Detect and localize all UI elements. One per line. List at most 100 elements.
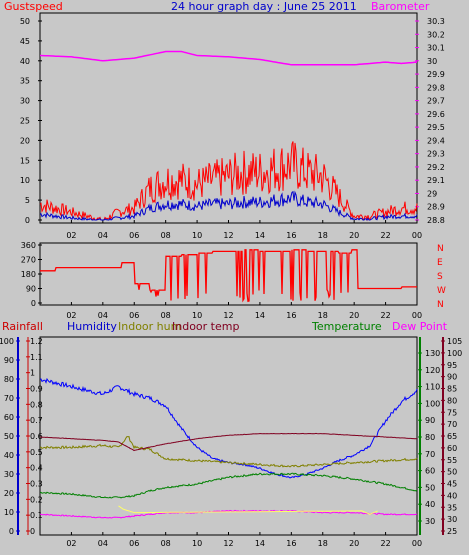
panel3-plot-area <box>39 336 418 536</box>
compass-label-0: N <box>437 300 444 310</box>
rain-tick-9: 0.9 <box>30 385 43 394</box>
baro-tick-2: 29 <box>427 189 437 198</box>
gust-tick-9: 45 <box>20 37 30 46</box>
gust-tick-4: 20 <box>20 136 30 145</box>
p2-xtick-7: 16 <box>286 311 296 320</box>
temp-tick-7: 100 <box>425 399 440 408</box>
dew-tick-2: 35 <box>447 503 457 512</box>
p2-xtick-4: 10 <box>192 311 202 320</box>
hum-tick-5: 50 <box>4 432 14 441</box>
baro-tick-4: 29.2 <box>427 163 445 172</box>
p2-xtick-10: 22 <box>380 311 390 320</box>
temp-tick-6: 90 <box>425 416 435 425</box>
p3-xtick-8: 18 <box>318 539 328 548</box>
hum-tick-1: 10 <box>4 508 14 517</box>
baro-tick-12: 30 <box>427 57 437 66</box>
hum-tick-2: 20 <box>4 489 14 498</box>
gust-tick-2: 10 <box>20 176 30 185</box>
barometer-label: Barometer <box>371 0 430 13</box>
humidity-label: Humidity <box>67 320 117 333</box>
temp-tick-9: 120 <box>425 366 440 375</box>
baro-tick-6: 29.4 <box>427 136 445 145</box>
dir-tick-3: 270 <box>21 256 36 265</box>
indoor-temp-label: Indoor temp <box>172 320 239 333</box>
rainfall-label: Rainfall <box>2 320 43 333</box>
rain-tick-5: 0.5 <box>30 448 43 457</box>
dir-tick-0: 0 <box>31 299 36 308</box>
baro-tick-8: 29.6 <box>427 110 445 119</box>
hum-tick-6: 60 <box>4 413 14 422</box>
hum-tick-0: 0 <box>9 527 14 536</box>
baro-tick-10: 29.8 <box>427 83 445 92</box>
temp-tick-2: 50 <box>425 483 435 492</box>
rain-tick-10: 1 <box>30 369 35 378</box>
temp-tick-5: 80 <box>425 433 435 442</box>
baro-tick-1: 28.9 <box>427 203 445 212</box>
dew_point-line <box>40 509 418 519</box>
hum-tick-8: 80 <box>4 375 14 384</box>
chart-title: 24 hour graph day : June 25 2011 <box>171 0 357 13</box>
dew-tick-0: 25 <box>447 527 457 536</box>
gust-tick-6: 30 <box>20 97 30 106</box>
hum-tick-7: 70 <box>4 394 14 403</box>
dew-tick-15: 100 <box>447 349 462 358</box>
temp-tick-10: 130 <box>425 349 440 358</box>
temperature-line <box>39 472 418 499</box>
p1-xtick-3: 08 <box>161 231 171 240</box>
p2-xtick-9: 20 <box>349 311 359 320</box>
p1-xtick-10: 22 <box>380 231 390 240</box>
dew-tick-8: 65 <box>447 432 457 441</box>
p1-xtick-5: 12 <box>223 231 233 240</box>
rain-tick-11: 1.1 <box>30 353 43 362</box>
baro-tick-7: 29.5 <box>427 123 445 132</box>
dew-tick-16: 105 <box>447 337 462 346</box>
p2-xtick-2: 06 <box>129 311 139 320</box>
hum-tick-4: 40 <box>4 451 14 460</box>
compass-label-3: E <box>437 258 443 268</box>
dew-tick-11: 80 <box>447 396 457 405</box>
barometer-line <box>39 50 418 66</box>
p3-xtick-10: 22 <box>380 539 390 548</box>
p3-xtick-6: 14 <box>255 539 265 548</box>
dew-tick-9: 70 <box>447 420 457 429</box>
rain-tick-4: 0.4 <box>30 464 43 473</box>
p1-xtick-7: 16 <box>286 231 296 240</box>
rain-tick-3: 0.3 <box>30 480 43 489</box>
baro-tick-0: 28.8 <box>427 216 445 225</box>
dew-tick-13: 90 <box>447 373 457 382</box>
indoor_hum-line <box>39 435 418 468</box>
gustspeed-label: Gustspeed <box>4 0 63 13</box>
dew-tick-4: 45 <box>447 480 457 489</box>
p3-xtick-11: 00 <box>412 539 422 548</box>
temperature-label: Temperature <box>311 320 382 333</box>
compass-label-4: N <box>437 244 444 254</box>
dew-tick-7: 60 <box>447 444 457 453</box>
p2-xtick-8: 18 <box>318 311 328 320</box>
wind-direction-line <box>40 249 417 303</box>
p1-xtick-11: 00 <box>412 231 422 240</box>
compass-label-2: S <box>437 272 443 282</box>
rain-tick-7: 0.7 <box>30 416 43 425</box>
windspeed-line <box>39 190 418 221</box>
temp-tick-8: 110 <box>425 383 440 392</box>
dew-point-label: Dew Point <box>392 320 448 333</box>
baro-tick-3: 29.1 <box>427 176 445 185</box>
indoor_temp-line <box>40 432 418 452</box>
p2-xtick-0: 02 <box>66 311 76 320</box>
dew-tick-1: 30 <box>447 515 457 524</box>
dir-tick-2: 180 <box>21 270 36 279</box>
indoor-hum-label: Indoor hum <box>118 320 181 333</box>
temp-tick-4: 70 <box>425 450 435 459</box>
p1-xtick-0: 02 <box>66 231 76 240</box>
p3-xtick-2: 06 <box>129 539 139 548</box>
dew-tick-5: 50 <box>447 468 457 477</box>
hum-tick-10: 100 <box>0 337 14 346</box>
p3-xtick-7: 16 <box>286 539 296 548</box>
dew-tick-3: 40 <box>447 491 457 500</box>
baro-tick-14: 30.2 <box>427 30 445 39</box>
baro-tick-15: 30.3 <box>427 17 445 26</box>
gust-tick-5: 25 <box>20 117 30 126</box>
gust-tick-3: 15 <box>20 156 30 165</box>
p2-xtick-3: 08 <box>161 311 171 320</box>
